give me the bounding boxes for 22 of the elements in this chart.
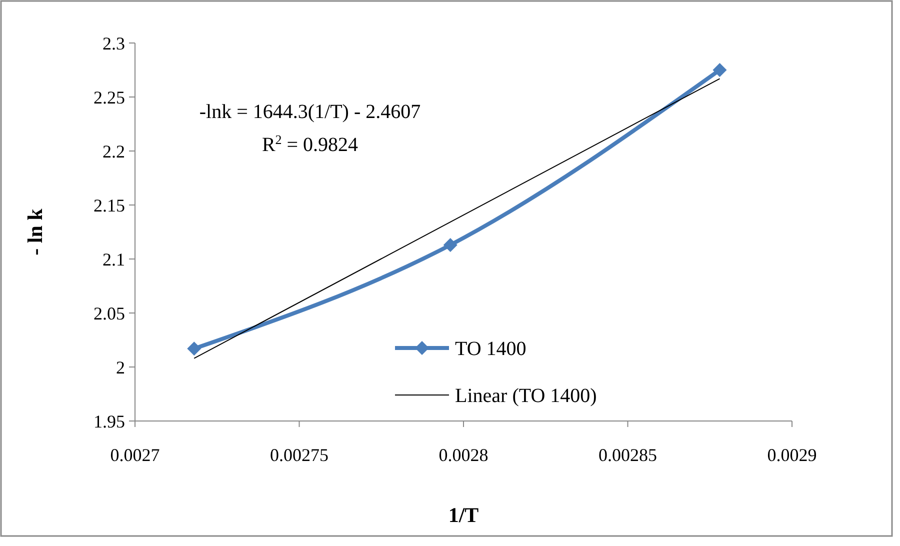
x-tick-label: 0.00285 bbox=[598, 445, 657, 465]
x-tick-label: 0.00275 bbox=[270, 445, 328, 465]
y-axis-title: - ln k bbox=[23, 208, 47, 256]
y-tick-label: 2.05 bbox=[94, 303, 125, 324]
y-tick-label: 2.2 bbox=[102, 141, 125, 162]
y-tick-label: 2.3 bbox=[102, 33, 125, 54]
annotation: R$^{2}$ = 0.9824 bbox=[262, 132, 358, 156]
annotation: -lnk = 1644.3(1/T) - 2.4607 bbox=[199, 101, 421, 123]
point bbox=[443, 238, 458, 252]
y-tick-label: 2 bbox=[116, 357, 125, 378]
y-tick-label: 2.1 bbox=[102, 249, 125, 270]
x-tick-label: 0.0027 bbox=[110, 445, 160, 465]
y-tick-label: 2.15 bbox=[94, 195, 125, 216]
legend-label: TO 1400 bbox=[455, 338, 526, 360]
point bbox=[712, 63, 727, 77]
x-tick-label: 0.0028 bbox=[438, 445, 488, 465]
point bbox=[187, 342, 202, 356]
y-tick-label: 1.95 bbox=[94, 411, 125, 432]
x-axis-title: 1/T bbox=[448, 503, 479, 527]
legend-label: Linear (TO 1400) bbox=[455, 385, 597, 407]
y-tick-label: 2.25 bbox=[94, 87, 125, 108]
x-tick-label: 0.0029 bbox=[767, 445, 817, 465]
